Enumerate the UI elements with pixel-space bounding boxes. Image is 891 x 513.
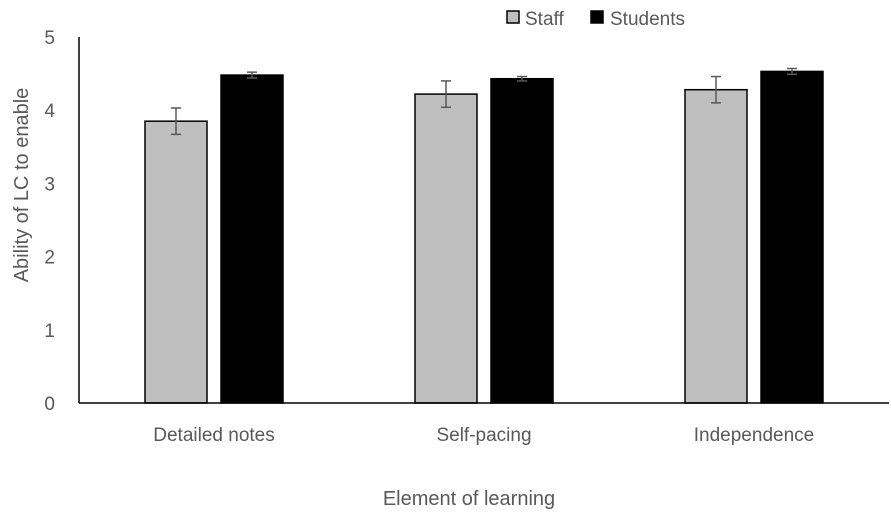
bar-students-3 [760, 70, 824, 404]
legend-label-students: Students [610, 9, 685, 30]
y-tick-label: 1 [44, 321, 55, 342]
error-bar [787, 67, 797, 76]
y-axis-title: Ability of LC to enable [11, 88, 33, 283]
y-axis-ticks: 0 1 2 3 4 5 [44, 28, 55, 415]
x-tick-label: Detailed notes [153, 425, 274, 446]
bar-staff-3 [684, 88, 748, 404]
y-tick-label: 3 [44, 174, 55, 195]
y-tick-label: 4 [44, 101, 55, 122]
x-tick-label: Independence [694, 425, 814, 446]
legend-swatch-students [590, 10, 604, 24]
legend: Staff Students [506, 9, 685, 30]
bar-students-1 [220, 74, 284, 404]
legend-label-staff: Staff [525, 9, 564, 30]
error-bar [171, 107, 181, 136]
bar-students-2 [490, 77, 554, 404]
x-axis-title: Element of learning [383, 488, 555, 510]
error-bar [517, 75, 527, 82]
x-tick-label: Self-pacing [436, 425, 531, 446]
error-bar [711, 75, 721, 104]
legend-swatch-staff [506, 10, 520, 24]
error-bar [441, 80, 451, 109]
y-tick-label: 0 [44, 394, 55, 415]
bars [144, 67, 824, 404]
y-tick-label: 5 [44, 28, 55, 49]
x-axis-ticks: Detailed notes Self-pacing Independence [153, 425, 814, 446]
bar-staff-1 [144, 120, 208, 404]
bar-staff-2 [414, 93, 478, 404]
y-tick-label: 2 [44, 248, 55, 269]
error-bar [247, 71, 257, 79]
